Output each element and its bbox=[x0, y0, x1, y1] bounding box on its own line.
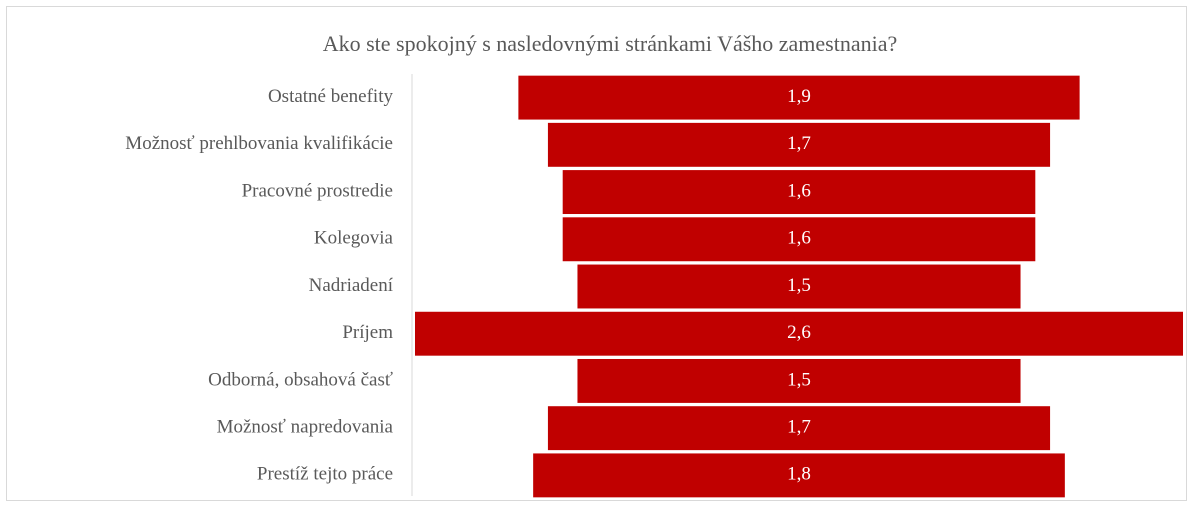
value-label: 1,8 bbox=[787, 464, 811, 485]
value-label: 1,7 bbox=[787, 417, 811, 438]
value-label: 1,7 bbox=[787, 133, 811, 154]
bar bbox=[562, 170, 1036, 215]
bar bbox=[518, 75, 1080, 120]
chart-border bbox=[6, 6, 1187, 501]
bar bbox=[547, 122, 1051, 167]
value-label: 1,6 bbox=[787, 228, 811, 249]
bar bbox=[533, 453, 1065, 498]
bar bbox=[562, 217, 1036, 262]
value-label: 1,9 bbox=[787, 86, 811, 107]
category-label: Nadriadení bbox=[309, 275, 394, 296]
value-label: 1,6 bbox=[787, 180, 811, 201]
value-label: 1,5 bbox=[787, 369, 811, 390]
bar bbox=[577, 264, 1021, 309]
category-label: Možnosť prehlbovania kvalifikácie bbox=[125, 133, 393, 154]
value-label: 1,5 bbox=[787, 275, 811, 296]
bar bbox=[547, 406, 1051, 451]
bar bbox=[577, 358, 1021, 403]
category-label: Odborná, obsahová časť bbox=[208, 369, 393, 390]
chart-title: Ako ste spokojný s nasledovnými stránkam… bbox=[323, 31, 898, 56]
value-label: 2,6 bbox=[787, 322, 811, 343]
bar bbox=[415, 311, 1183, 356]
category-label: Pracovné prostredie bbox=[242, 180, 393, 201]
category-label: Možnosť napredovania bbox=[217, 417, 394, 438]
category-label: Ostatné benefity bbox=[268, 86, 394, 107]
category-label: Príjem bbox=[342, 322, 393, 343]
category-label: Prestíž tejto práce bbox=[257, 464, 393, 485]
category-label: Kolegovia bbox=[314, 228, 394, 249]
